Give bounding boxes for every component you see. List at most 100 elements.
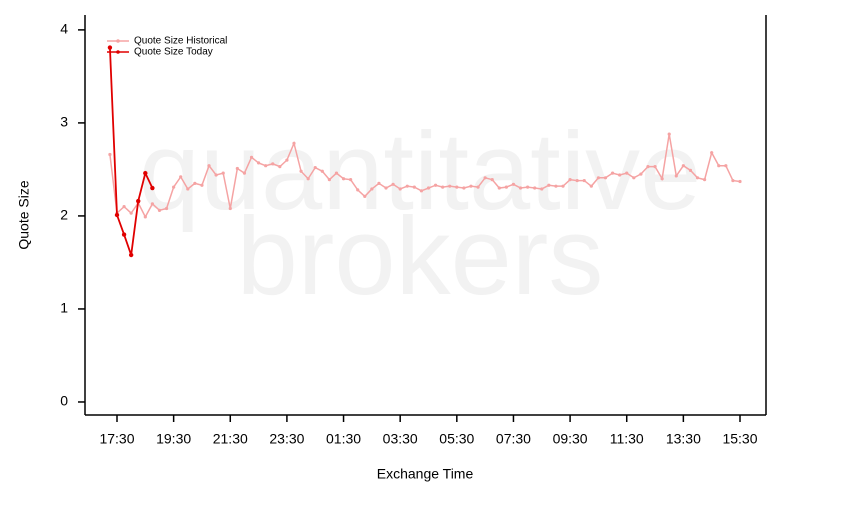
- legend-marker: [116, 50, 120, 54]
- data-point: [200, 183, 204, 187]
- data-point: [710, 151, 714, 155]
- watermark: quantitative: [139, 110, 702, 233]
- data-point: [249, 155, 254, 159]
- data-point: [717, 164, 721, 168]
- data-point: [179, 175, 183, 179]
- data-point: [603, 176, 608, 180]
- data-point: [143, 170, 148, 176]
- data-point: [157, 208, 162, 212]
- data-point: [320, 169, 324, 173]
- data-point: [242, 171, 247, 175]
- data-point: [193, 181, 197, 185]
- x-tick-label: 19:30: [156, 431, 191, 447]
- data-point: [646, 165, 650, 169]
- x-tick-label: 13:30: [666, 431, 701, 447]
- data-point: [363, 194, 367, 198]
- data-point: [568, 178, 572, 182]
- data-point: [575, 178, 579, 183]
- data-point: [398, 187, 402, 191]
- y-axis-label: Quote Size: [16, 180, 32, 249]
- legend-marker: [116, 39, 120, 43]
- data-point: [596, 176, 601, 180]
- data-point: [285, 158, 289, 162]
- data-point: [582, 178, 586, 183]
- data-point: [377, 181, 381, 185]
- data-point: [738, 179, 742, 184]
- data-point: [164, 206, 169, 211]
- data-point: [271, 162, 275, 166]
- data-point: [667, 132, 671, 136]
- data-point: [433, 183, 438, 187]
- x-axis-label: Exchange Time: [377, 466, 474, 482]
- data-point: [114, 212, 120, 218]
- data-point: [426, 186, 431, 190]
- data-point: [653, 165, 657, 169]
- data-point: [228, 206, 232, 211]
- data-point: [334, 171, 339, 175]
- data-point: [327, 178, 331, 182]
- data-point: [462, 186, 466, 190]
- x-tick-label: 01:30: [326, 431, 361, 447]
- data-point: [674, 174, 678, 178]
- watermark: brokers: [237, 195, 604, 318]
- data-point: [313, 165, 317, 170]
- data-point: [370, 187, 374, 191]
- data-point: [235, 166, 239, 171]
- data-point: [455, 185, 459, 189]
- data-point: [547, 183, 551, 187]
- data-point: [356, 188, 360, 192]
- data-point: [448, 184, 452, 188]
- axes: [84, 15, 767, 416]
- data-point: [540, 187, 544, 191]
- data-point: [476, 185, 480, 189]
- x-tick-label: 17:30: [99, 431, 134, 447]
- data-point: [625, 171, 629, 175]
- data-point: [221, 171, 225, 175]
- data-point: [412, 185, 416, 189]
- data-point: [610, 171, 615, 175]
- data-point: [107, 45, 113, 50]
- data-point: [554, 184, 558, 188]
- data-point: [490, 178, 494, 182]
- legend-label: Quote Size Today: [134, 47, 213, 58]
- data-point: [681, 164, 685, 168]
- data-point: [688, 168, 693, 172]
- y-tick-label: 3: [60, 114, 68, 130]
- data-point: [419, 189, 424, 193]
- data-point: [122, 205, 126, 209]
- data-point: [441, 185, 445, 189]
- y-tick-label: 0: [60, 393, 68, 409]
- data-point: [128, 252, 134, 258]
- data-point: [278, 165, 282, 169]
- data-point: [129, 211, 133, 215]
- data-point: [483, 176, 487, 180]
- data-point: [150, 202, 154, 206]
- data-point: [660, 177, 664, 181]
- data-point: [504, 185, 508, 189]
- y-tick-label: 1: [60, 300, 68, 316]
- x-tick-label: 15:30: [722, 431, 757, 447]
- data-point: [256, 161, 261, 165]
- data-point: [405, 184, 409, 188]
- x-tick-label: 21:30: [213, 431, 248, 447]
- data-point: [349, 178, 353, 182]
- data-point: [384, 186, 388, 190]
- x-tick-label: 09:30: [553, 431, 588, 447]
- data-point: [150, 185, 155, 191]
- data-point: [306, 177, 310, 181]
- data-point: [695, 176, 700, 180]
- data-point: [533, 186, 537, 190]
- data-point: [391, 182, 395, 186]
- data-point: [341, 177, 346, 181]
- data-point: [299, 169, 303, 173]
- data-point: [108, 152, 112, 157]
- data-point: [264, 164, 268, 168]
- data-point: [186, 187, 190, 191]
- data-point: [469, 184, 473, 188]
- data-point: [518, 186, 523, 190]
- x-tick-label: 23:30: [269, 431, 304, 447]
- data-point: [526, 185, 530, 189]
- data-point: [632, 176, 636, 180]
